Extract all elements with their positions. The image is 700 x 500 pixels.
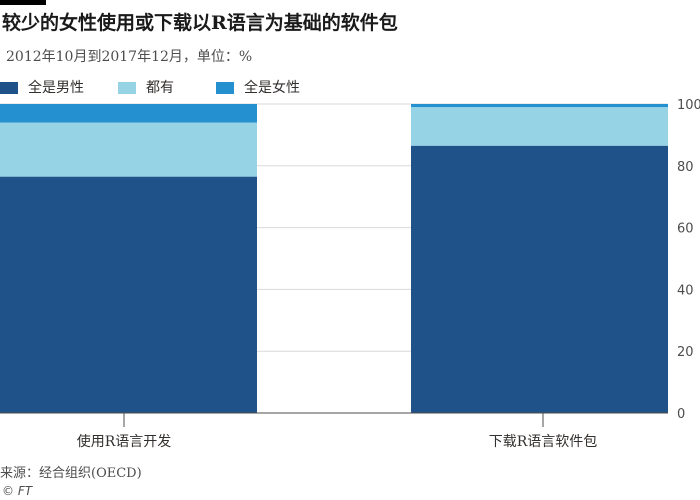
brand-bar — [0, 0, 46, 5]
bar-segment — [411, 107, 668, 146]
legend-label-both: 都有 — [146, 80, 174, 96]
bar-segment — [0, 176, 257, 413]
x-tick-label: 下载R语言软件包 — [489, 434, 598, 450]
credit: © FT — [2, 484, 33, 498]
axes: 0 20 40 60 80 100 使用R语言开发 下载R语言软件包 — [0, 98, 700, 450]
y-tick-label: 100 — [677, 98, 700, 113]
bars — [0, 104, 668, 413]
bar-segment — [411, 145, 668, 413]
legend-swatch-both — [118, 82, 136, 94]
y-tick-label: 60 — [677, 222, 694, 237]
legend-swatch-male — [0, 82, 18, 94]
source-note: 来源：经合组织(OECD) — [0, 466, 142, 481]
bar-segment — [0, 104, 257, 123]
y-tick-label: 20 — [677, 345, 694, 360]
chart-subtitle: 2012年10月到2017年12月，单位：% — [6, 49, 253, 65]
legend-label-female: 全是女性 — [244, 80, 300, 96]
y-tick-label: 80 — [677, 160, 694, 175]
x-tick-label: 使用R语言开发 — [77, 433, 172, 450]
y-tick-label: 40 — [677, 283, 694, 298]
legend-label-male: 全是男性 — [28, 80, 84, 96]
y-tick-label: 0 — [677, 407, 685, 422]
bar-segment — [0, 122, 257, 177]
legend-swatch-female — [216, 82, 234, 94]
chart-title: 较少的女性使用或下载以R语言为基础的软件包 — [2, 12, 398, 34]
bar-segment — [411, 104, 668, 108]
